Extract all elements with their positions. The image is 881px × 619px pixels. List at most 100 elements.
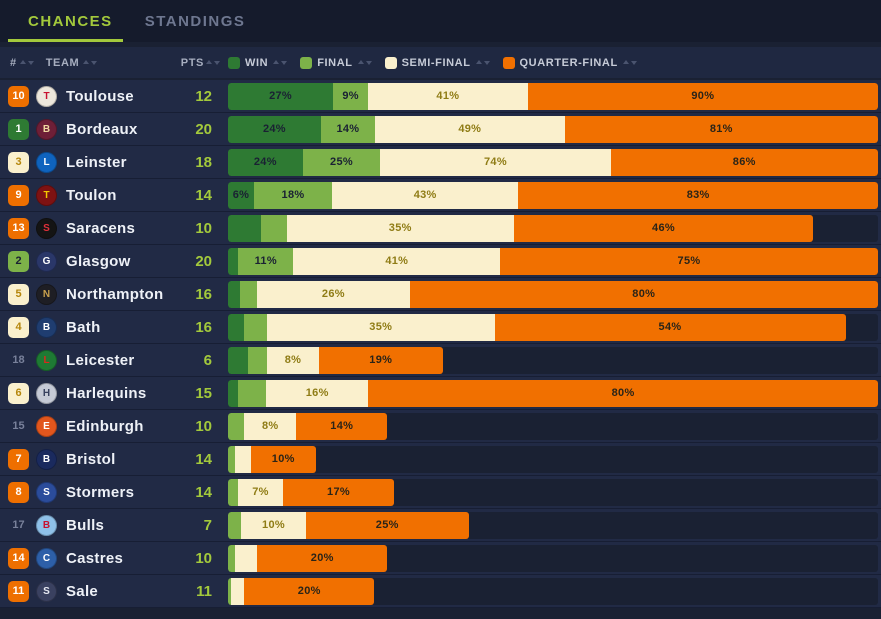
rank-badge: 5 [8, 283, 29, 305]
team-name: Toulon [66, 186, 117, 204]
chance-bar-track: 6% 18% 43% 83% [228, 181, 878, 209]
chance-segment-quarter: 19% [319, 346, 443, 374]
team-logo-bordeaux: B [36, 118, 57, 140]
points-value: 20 [195, 120, 212, 138]
sort-icon[interactable] [475, 57, 490, 68]
chance-bar-track: 20% [228, 544, 878, 572]
table-row-northampton[interactable]: 5 N Northampton 16 26% 80% [0, 278, 881, 311]
column-header-rank[interactable]: # [10, 57, 34, 69]
legend-swatch-icon [300, 56, 313, 69]
legend-item-quarter[interactable]: QUARTER-FINAL [502, 56, 637, 69]
table-row-bath[interactable]: 4 B Bath 16 35% 54% [0, 311, 881, 344]
table-row-stormers[interactable]: 8 S Stormers 14 7% 17% [0, 476, 881, 509]
chance-segment-semi: 8% [244, 412, 297, 440]
sort-icon[interactable] [83, 57, 98, 68]
column-header-team[interactable]: TEAM [46, 57, 98, 69]
rank-badge: 13 [8, 217, 29, 239]
table-row-leicester[interactable]: 18 L Leicester 6 8% 19% [0, 344, 881, 377]
chance-segment-final [228, 544, 235, 572]
legend-label: QUARTER-FINAL [519, 56, 618, 69]
row-team-info: 7 B Bristol 14 [0, 443, 228, 475]
team-name: Harlequins [66, 384, 147, 402]
row-team-info: 13 S Saracens 10 [0, 212, 228, 244]
chance-bar-track: 8% 14% [228, 412, 878, 440]
chance-bar-cell: 20% [228, 575, 881, 607]
team-name: Leicester [66, 351, 135, 369]
chance-bar-track: 27% 9% 41% 90% [228, 82, 878, 110]
team-name: Leinster [66, 153, 127, 171]
rank-badge: 3 [8, 151, 29, 173]
chance-segment-win [228, 313, 245, 341]
row-team-info: 18 L Leicester 6 [0, 344, 228, 376]
chance-segment-quarter: 54% [494, 313, 846, 341]
team-name: Bath [66, 318, 101, 336]
chance-segment-quarter: 25% [306, 511, 469, 539]
chance-segment-final [228, 478, 238, 506]
chance-bar-cell: 27% 9% 41% 90% [228, 80, 881, 112]
team-logo-glasgow: G [36, 250, 57, 272]
legend-item-semi[interactable]: SEMI-FINAL [384, 56, 490, 69]
chance-segment-quarter: 20% [257, 544, 388, 572]
team-logo-toulon: T [36, 184, 57, 206]
chance-bar-track: 20% [228, 577, 878, 605]
sort-icon[interactable] [357, 57, 372, 68]
row-team-info: 10 T Toulouse 12 [0, 80, 228, 112]
legend: WIN FINAL SEMI-FINAL QUARTER-FINAL [228, 56, 881, 69]
table-row-toulouse[interactable]: 10 T Toulouse 12 27% 9% 41% 90% [0, 80, 881, 113]
rank-badge: 10 [8, 85, 29, 107]
legend-item-win[interactable]: WIN [228, 56, 288, 69]
chance-bar-cell: 6% 18% 43% 83% [228, 179, 881, 211]
chance-segment-semi: 35% [286, 214, 514, 242]
chance-segment-final [228, 412, 245, 440]
sort-icon[interactable] [273, 57, 288, 68]
tab-standings[interactable]: STANDINGS [144, 12, 246, 30]
row-team-info: 14 C Castres 10 [0, 542, 228, 574]
legend-item-final[interactable]: FINAL [300, 56, 372, 69]
chance-segment-semi [231, 577, 245, 605]
tab-chances[interactable]: CHANCES [8, 0, 123, 42]
table-row-leinster[interactable]: 3 L Leinster 18 24% 25% 74% 86% [0, 146, 881, 179]
column-header-pts[interactable]: PTS [181, 47, 220, 78]
chance-bar-cell: 8% 14% [228, 410, 881, 442]
rank-badge: 7 [8, 448, 29, 470]
table-row-glasgow[interactable]: 2 G Glasgow 20 11% 41% 75% [0, 245, 881, 278]
chance-bar-cell: 8% 19% [228, 344, 881, 376]
chance-segment-final [237, 379, 267, 407]
chance-segment-quarter: 86% [610, 148, 878, 176]
team-name: Bristol [66, 450, 116, 468]
sort-icon[interactable] [206, 57, 220, 68]
team-name: Bordeaux [66, 120, 138, 138]
chance-bar-cell: 7% 17% [228, 476, 881, 508]
team-logo-bath: B [36, 316, 57, 338]
table-row-bristol[interactable]: 7 B Bristol 14 10% [0, 443, 881, 476]
table-row-sale[interactable]: 11 S Sale 11 20% [0, 575, 881, 608]
chance-segment-semi: 43% [332, 181, 519, 209]
chance-bar-cell: 26% 80% [228, 278, 881, 310]
legend-label: FINAL [317, 56, 353, 69]
chance-bar-track: 11% 41% 75% [228, 247, 878, 275]
chance-segment-win [228, 280, 240, 308]
chance-bar-track: 24% 25% 74% 86% [228, 148, 878, 176]
chance-bar-cell: 11% 41% 75% [228, 245, 881, 277]
sort-icon[interactable] [19, 57, 34, 68]
team-logo-harlequins: H [36, 382, 57, 404]
table-row-harlequins[interactable]: 6 H Harlequins 15 16% 80% [0, 377, 881, 410]
row-team-info: 2 G Glasgow 20 [0, 245, 228, 277]
table-row-castres[interactable]: 14 C Castres 10 20% [0, 542, 881, 575]
chance-segment-final: 11% [238, 247, 294, 275]
chance-segment-quarter: 90% [527, 82, 878, 110]
chance-bar-cell: 24% 25% 74% 86% [228, 146, 881, 178]
chance-bar-track: 35% 46% [228, 214, 878, 242]
table-row-toulon[interactable]: 9 T Toulon 14 6% 18% 43% 83% [0, 179, 881, 212]
chances-table-body: 10 T Toulouse 12 27% 9% 41% 90% 1 B Bordeau… [0, 80, 881, 608]
table-row-bordeaux[interactable]: 1 B Bordeaux 20 24% 14% 49% 81% [0, 113, 881, 146]
table-row-saracens[interactable]: 13 S Saracens 10 35% 46% [0, 212, 881, 245]
chance-bar-track: 35% 54% [228, 313, 878, 341]
table-row-edinburgh[interactable]: 15 E Edinburgh 10 8% 14% [0, 410, 881, 443]
table-row-bulls[interactable]: 17 B Bulls 7 10% 25% [0, 509, 881, 542]
chance-segment-quarter: 75% [500, 247, 878, 275]
rank-badge: 9 [8, 184, 29, 206]
sort-icon[interactable] [622, 57, 637, 68]
points-value: 16 [195, 285, 212, 303]
